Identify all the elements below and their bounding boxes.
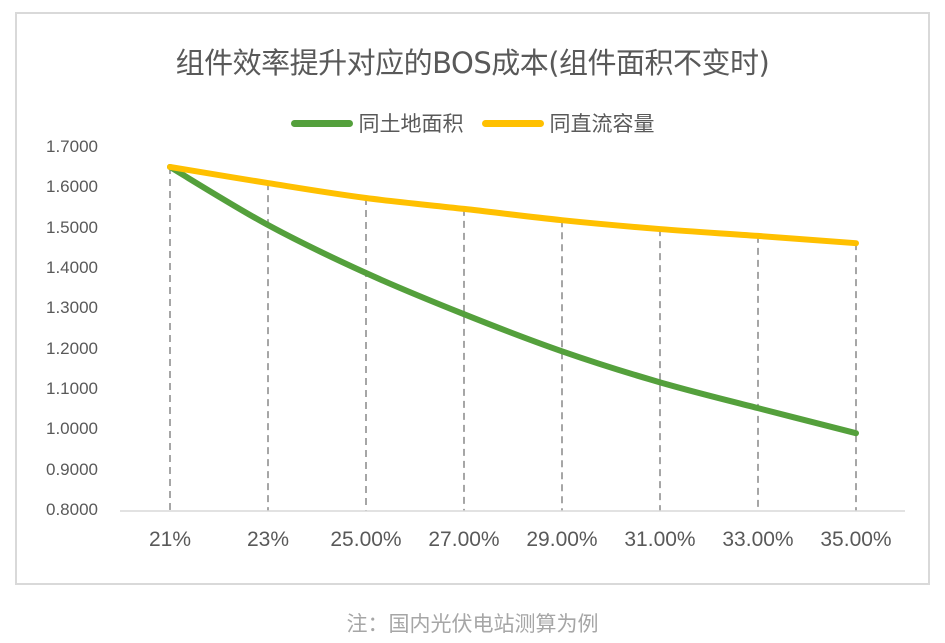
legend-label: 同直流容量 — [549, 112, 655, 136]
legend-swatch-green — [290, 119, 353, 127]
y-tick-label: 1.7000 — [46, 137, 98, 156]
y-tick-label: 1.4000 — [46, 258, 98, 277]
x-tick-label: 21% — [148, 528, 192, 551]
chart-title: 组件效率提升对应的BOS成本(组件面积不变时) — [175, 46, 770, 80]
x-tick-label: 33.00% — [722, 528, 794, 551]
series-line-same-dc-capacity[interactable] — [167, 163, 859, 247]
y-tick-label: 1.2000 — [46, 338, 98, 358]
x-tick-label: 29.00% — [526, 528, 598, 551]
legend-item-same-dc-capacity[interactable]: 同直流容量 — [481, 108, 655, 138]
legend-item-same-land-area[interactable]: 同土地面积 — [290, 108, 464, 138]
footnote: 注：国内光伏电站测算为例 — [346, 612, 599, 636]
x-tick-label: 35.00% — [820, 528, 892, 551]
drop-lines — [169, 166, 857, 511]
legend-label: 同土地面积 — [358, 112, 464, 136]
x-tick-label: 23% — [246, 528, 290, 551]
x-tick-label: 31.00% — [624, 528, 696, 551]
chart-legend: 同土地面积 同直流容量 — [0, 108, 945, 138]
y-tick-label: 1.1000 — [46, 379, 98, 398]
y-tick-label: 1.5000 — [46, 217, 98, 237]
y-tick-label: 0.9000 — [46, 459, 98, 479]
y-tick-label: 1.0000 — [46, 419, 98, 439]
y-tick-label: 1.6000 — [46, 177, 98, 197]
x-tick-label: 27.00% — [428, 528, 500, 551]
series-line-same-land-area[interactable] — [167, 163, 859, 437]
y-tick-label: 1.3000 — [46, 298, 98, 318]
y-tick-label: 0.8000 — [46, 500, 98, 519]
x-tick-label: 25.00% — [330, 528, 402, 551]
chart-frame — [15, 12, 930, 585]
legend-swatch-yellow — [481, 119, 544, 127]
